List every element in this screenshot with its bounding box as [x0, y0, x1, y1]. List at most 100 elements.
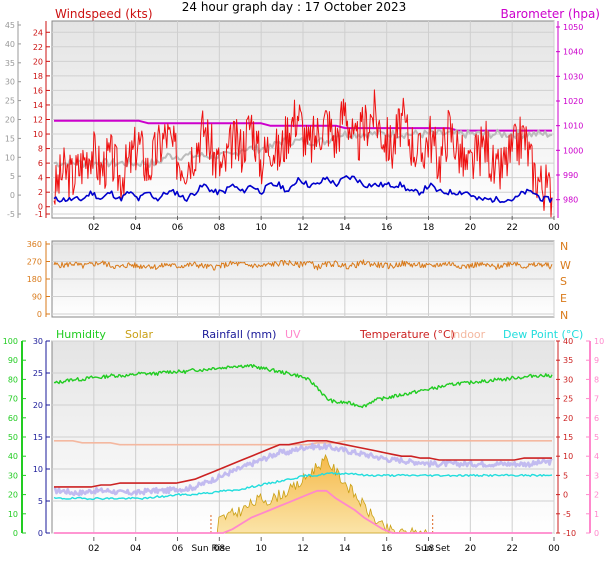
humidity-tick-label: 60 [8, 414, 18, 423]
legend-item: Humidity [56, 328, 106, 341]
temperature-tick-label: 40 [563, 337, 573, 346]
compass-label: N [560, 240, 568, 253]
x-tick-label: 20 [465, 223, 477, 233]
x-tick-label: 02 [88, 544, 99, 554]
x-tick-label: 10 [255, 544, 267, 554]
x-tick-label: 04 [130, 223, 142, 233]
windspeed-tick-label: 22 [33, 43, 43, 52]
x-tick-label: 16 [381, 223, 393, 233]
barometer-tick-label: 1020 [563, 97, 583, 106]
outer-tick-label: 20 [5, 116, 15, 125]
outer-tick-label: 40 [5, 40, 15, 49]
x-tick-label: 20 [465, 544, 477, 554]
outer-tick-label: 35 [5, 59, 15, 68]
wind-direction-line [53, 259, 553, 271]
x-tick-label: 14 [339, 223, 351, 233]
humidity-tick-label: 50 [8, 433, 18, 442]
legend-item: Rainfall (mm) [202, 328, 276, 341]
temperature-tick-label: 35 [563, 356, 573, 365]
outer-tick-label: 15 [5, 134, 15, 143]
temperature-left-axis: 0 5 10 15 20 25 30 [33, 337, 50, 538]
sun-rise-label: Sun Rise [191, 544, 230, 554]
wind-direction-series [53, 259, 553, 271]
x-tick-label: 14 [339, 544, 351, 554]
x-tick-label: 00 [548, 544, 560, 554]
humidity-tick-label: 100 [3, 337, 18, 346]
windspeed-tick-label: -1 [35, 210, 43, 219]
left-tick-label: 25 [33, 369, 43, 378]
windspeed-outer-axis: -5 0 5 10 15 20 25 30 35 40 45 [5, 21, 21, 219]
uv-tick-label: 4 [594, 452, 599, 461]
outer-tick-label: -5 [7, 210, 15, 219]
feels-like-line [53, 442, 553, 497]
humidity-tick-label: 70 [8, 395, 18, 404]
outer-tick-label: 0 [10, 191, 15, 200]
windspeed-line [53, 89, 553, 218]
wind-x-axis: 02 04 06 08 10 12 14 16 18 20 22 00 [88, 216, 560, 233]
x-tick-label: 06 [172, 544, 184, 554]
sun-set-label: Sun Set [415, 544, 450, 554]
temperature-tick-label: -10 [563, 529, 576, 538]
windspeed-tick-label: 24 [33, 28, 43, 37]
uv-tick-label: 0 [594, 529, 599, 538]
compass-label: N [560, 309, 568, 322]
temperature-tick-label: 30 [563, 375, 573, 384]
humidity-tick-label: 10 [8, 510, 18, 519]
x-tick-label: 04 [130, 544, 142, 554]
temperature-legend: Humidity Solar Rainfall (mm) UV Temperature … [56, 328, 583, 341]
barometer-tick-label: 1010 [563, 122, 583, 131]
left-tick-label: 30 [33, 337, 43, 346]
x-tick-label: 02 [88, 223, 99, 233]
barometer-tick-label: 990 [563, 171, 578, 180]
left-tick-label: 20 [33, 401, 43, 410]
humidity-tick-label: 40 [8, 452, 18, 461]
uv-tick-label: 10 [594, 337, 604, 346]
uv-line [54, 489, 552, 534]
windspeed-tick-label: 12 [33, 116, 43, 125]
windspeed-tick-label: 6 [38, 159, 43, 168]
x-tick-label: 18 [423, 223, 435, 233]
windspeed-tick-label: 0 [38, 203, 43, 212]
left-tick-label: 15 [33, 433, 43, 442]
barometer-tick-label: 1000 [563, 146, 583, 155]
temperature-x-axis: 02 04 06 08 10 12 14 16 18 20 22 00 Sun Rise Sun Set [88, 537, 560, 554]
x-tick-label: 12 [297, 223, 308, 233]
compass-label: E [560, 292, 567, 305]
uv-tick-label: 2 [594, 491, 599, 500]
x-tick-label: 10 [255, 223, 267, 233]
windspeed-tick-label: 4 [38, 174, 43, 183]
x-tick-label: 08 [214, 544, 226, 554]
barometer-tick-label: 1030 [563, 72, 583, 81]
windspeed-axis-label: Windspeed (kts) [55, 7, 153, 21]
legend-item: Indoor [450, 328, 486, 341]
x-tick-label: 06 [172, 223, 184, 233]
x-tick-label: 12 [297, 544, 308, 554]
x-tick-label: 08 [214, 223, 226, 233]
x-tick-label: 18 [423, 544, 435, 554]
barometer-tick-label: 1050 [563, 23, 583, 32]
uv-tick-label: 6 [594, 414, 599, 423]
direction-tick-label: 360 [27, 240, 42, 249]
x-tick-label: 22 [506, 544, 517, 554]
uv-tick-label: 9 [594, 356, 599, 365]
temperature-series [53, 364, 553, 534]
uv-tick-label: 7 [594, 395, 599, 404]
x-tick-label: 16 [381, 544, 393, 554]
humidity-outer-axis: 0 10 20 30 40 50 60 70 80 90 100 [3, 337, 26, 538]
uv-axis: 0 1 2 3 4 5 6 7 8 9 10 [586, 337, 604, 538]
outer-tick-label: 5 [10, 172, 15, 181]
temperature-tick-label: -5 [563, 510, 571, 519]
legend-item: Temperature (°C) [359, 328, 455, 341]
x-tick-label: 22 [506, 223, 517, 233]
compass-label: S [560, 275, 567, 288]
humidity-tick-label: 30 [8, 471, 18, 480]
outer-tick-label: 30 [5, 78, 15, 87]
humidity-tick-label: 80 [8, 375, 18, 384]
left-tick-label: 10 [33, 465, 43, 474]
temperature-panel: Humidity Solar Rainfall (mm) UV Temperature … [3, 328, 604, 554]
windspeed-tick-label: 16 [33, 86, 43, 95]
